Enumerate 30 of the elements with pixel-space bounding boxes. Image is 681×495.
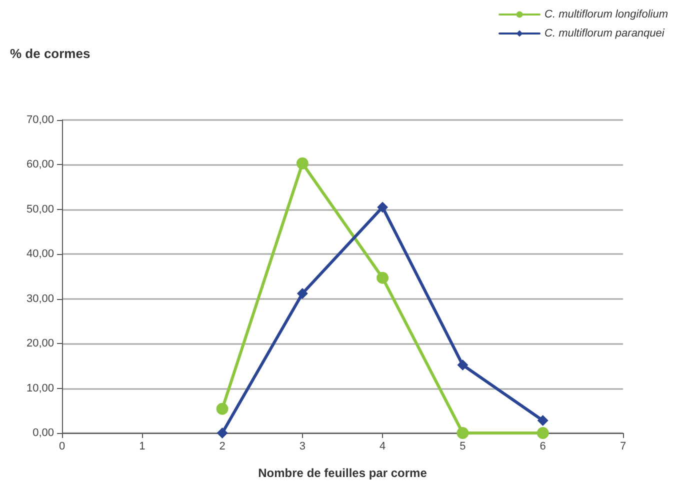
point bbox=[296, 157, 308, 170]
x-tick-label: 6 bbox=[540, 440, 546, 452]
y-tick-label: 50,00 bbox=[26, 203, 54, 216]
y-tick-label: 30,00 bbox=[26, 292, 54, 305]
point bbox=[457, 360, 468, 371]
y-tick-label: 20,00 bbox=[26, 338, 54, 350]
x-tick-label: 1 bbox=[139, 440, 146, 452]
point bbox=[537, 414, 548, 426]
x-tick-label: 4 bbox=[380, 440, 386, 452]
y-tick-label: 60,00 bbox=[26, 158, 54, 171]
point bbox=[377, 202, 388, 213]
x-tick-label: 0 bbox=[58, 440, 66, 452]
legend-label: C. multiflorum paranquei bbox=[544, 28, 665, 40]
x-tick-label: 2 bbox=[219, 440, 226, 452]
y-tick-label: 0,00 bbox=[32, 427, 54, 439]
x-tick-label: 5 bbox=[460, 440, 466, 452]
y-tick-label: 10,00 bbox=[26, 382, 54, 394]
legend-label: C. multiflorum longifolium bbox=[544, 8, 668, 20]
point bbox=[536, 427, 549, 439]
x-tick-label: 3 bbox=[299, 440, 306, 452]
x-axis-title: Nombre de feuilles par corme bbox=[258, 466, 428, 480]
y-tick-label: 40,00 bbox=[26, 248, 54, 260]
point bbox=[216, 428, 228, 438]
point bbox=[216, 402, 228, 415]
point bbox=[296, 288, 308, 299]
y-axis-title: % de cormes bbox=[10, 46, 90, 61]
x-tick-label: 7 bbox=[620, 440, 626, 452]
point bbox=[376, 272, 389, 284]
point bbox=[456, 427, 469, 439]
y-tick-label: 70,00 bbox=[26, 114, 54, 126]
